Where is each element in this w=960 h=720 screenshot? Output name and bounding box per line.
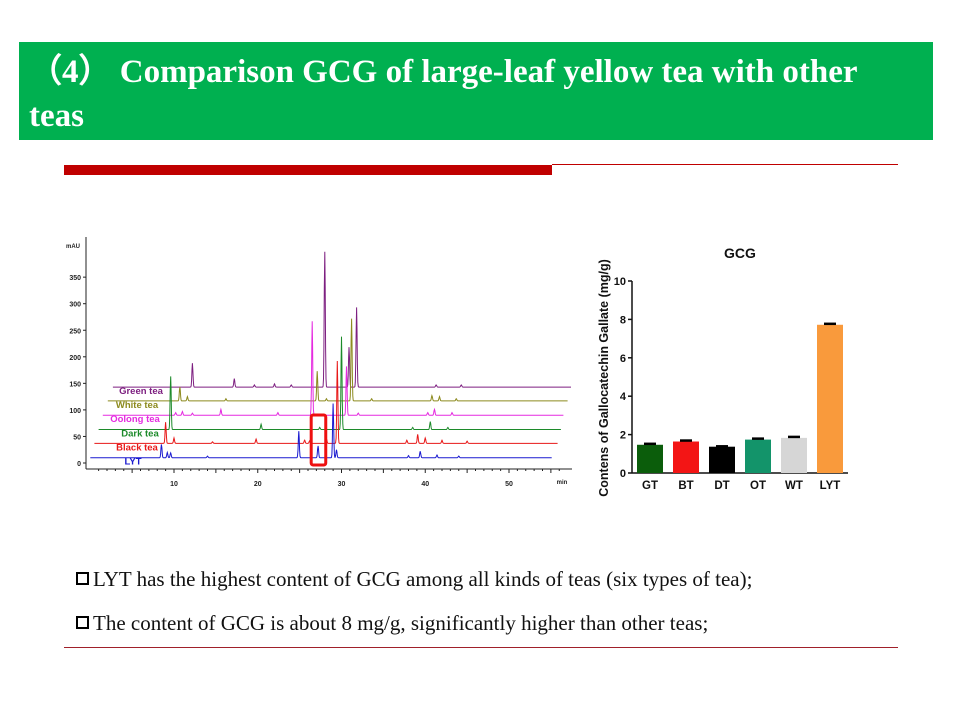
bar-bt: [673, 441, 699, 473]
x-tick-label: 40: [421, 481, 429, 488]
bar-lyt: [817, 324, 843, 473]
trace-white-tea: [107, 318, 568, 402]
trace-oolong-tea: [102, 321, 564, 416]
bullet-2: The content of GCG is about 8 mg/g, sign…: [76, 611, 708, 636]
accent-rule-thin: [552, 164, 898, 165]
bar-dt: [709, 446, 735, 473]
x-tick-label: 10: [170, 481, 178, 488]
trace-label: LYT: [124, 457, 141, 468]
y-tick-label: 100: [69, 408, 81, 415]
bar-chart-title: GCG: [724, 245, 756, 261]
trace-black-tea: [94, 360, 558, 444]
bar-category-label: DT: [714, 480, 729, 492]
bullet-box-icon: [76, 616, 89, 629]
gcg-highlight-box: [309, 413, 328, 467]
x-tick-label: 20: [254, 481, 262, 488]
y-tick-label: 150: [69, 381, 81, 388]
y-tick-label: 200: [69, 355, 81, 362]
bottom-rule: [64, 647, 898, 648]
y-tick-label: 50: [73, 434, 81, 441]
trace-label: White tea: [116, 400, 159, 411]
bar-y-tick-label: 10: [614, 276, 626, 288]
y-tick-label: 350: [69, 275, 81, 282]
bar-y-tick-label: 2: [620, 430, 626, 442]
trace-label: Dark tea: [121, 429, 159, 440]
y-axis-label: mAU: [66, 244, 80, 250]
x-axis-label: min: [557, 480, 568, 486]
y-tick-label: 300: [69, 302, 81, 309]
y-tick-label: 250: [69, 328, 81, 335]
bar-ot: [745, 439, 771, 473]
bar-category-label: OT: [750, 480, 766, 492]
trace-green-tea: [112, 251, 571, 388]
trace-lyt: [90, 403, 552, 459]
bar-category-label: WT: [785, 480, 803, 492]
bar-y-axis-label: Contens of Gallocatechin Gallate (mg/g): [597, 259, 611, 497]
trace-dark-tea: [98, 336, 561, 430]
trace-label: Green tea: [119, 386, 164, 397]
bullet-text: The content of GCG is about 8 mg/g, sign…: [93, 611, 709, 635]
title-banner: （4） Comparison GCG of large-leaf yellow …: [19, 42, 933, 140]
y-tick-label: 0: [77, 461, 81, 468]
bar-wt: [781, 437, 807, 473]
bullet-box-icon: [76, 572, 89, 585]
bar-category-label: BT: [678, 480, 693, 492]
bar-y-tick-label: 4: [620, 391, 627, 403]
accent-rule: [64, 165, 552, 175]
bullet-text: LYT has the highest content of GCG among…: [93, 567, 753, 591]
bullet-1: LYT has the highest content of GCG among…: [76, 567, 752, 592]
bar-y-tick-label: 6: [620, 353, 626, 365]
bar-category-label: LYT: [820, 480, 841, 492]
trace-label: Oolong tea: [110, 414, 160, 425]
bar-gt: [637, 444, 663, 473]
bar-y-tick-label: 8: [620, 314, 626, 326]
trace-label: Black tea: [116, 442, 158, 453]
x-tick-label: 30: [338, 481, 346, 488]
slide-title: （4） Comparison GCG of large-leaf yellow …: [29, 54, 857, 134]
x-tick-label: 50: [505, 481, 513, 488]
bar-category-label: GT: [642, 480, 658, 492]
bar-y-tick-label: 0: [620, 468, 626, 480]
